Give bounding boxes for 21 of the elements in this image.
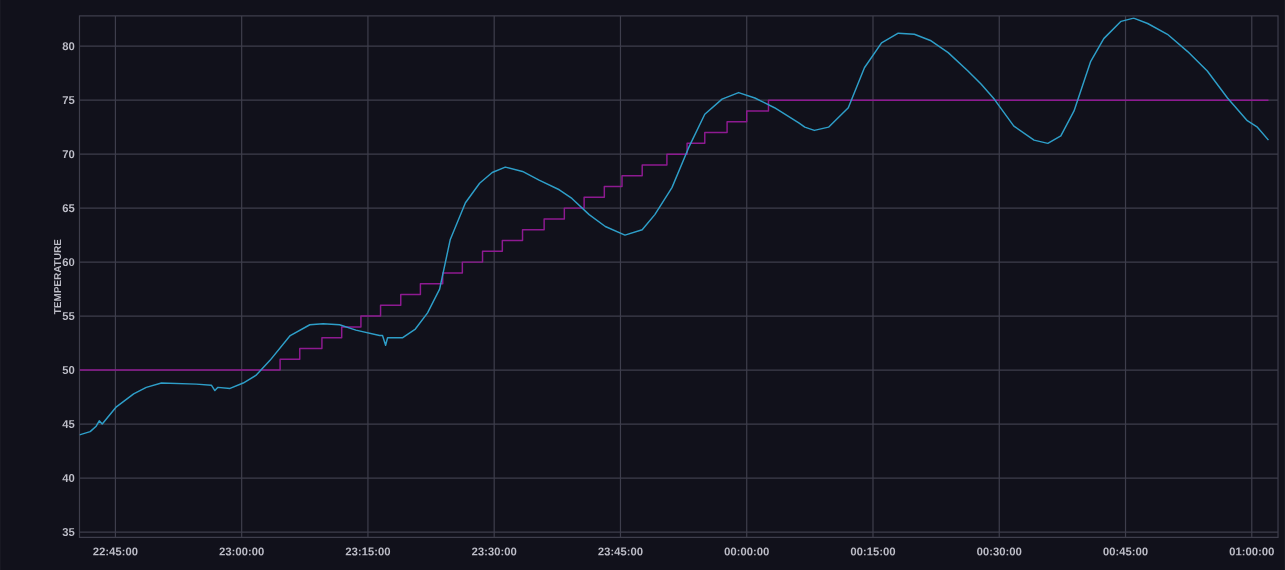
x-tick-label: 00:00:00 [724,547,769,556]
x-tick-label: 00:45:00 [1103,547,1148,556]
y-tick-label: 35 [62,527,75,536]
x-tick-label: 23:30:00 [471,547,517,556]
x-tick-label: 00:30:00 [977,547,1022,556]
y-tick-label: 55 [62,311,75,320]
x-tick-label: 23:15:00 [345,547,391,556]
y-tick-label: 50 [62,365,75,374]
y-tick-label: 75 [62,96,75,104]
x-tick-label: 22:45:00 [93,547,138,556]
x-tick-label: 23:00:00 [219,547,264,556]
y-tick-label: 60 [62,257,75,266]
x-tick-label: 00:15:00 [850,547,896,556]
x-tick-label: 01:00:00 [1229,547,1274,556]
y-tick-label: 40 [62,473,75,482]
y-tick-label: 70 [62,149,75,158]
y-axis-title: TEMPERATURE [54,239,62,314]
y-tick-label: 65 [62,203,75,212]
y-tick-label: 80 [62,42,75,50]
y-tick-label: 45 [62,419,75,428]
x-tick-label: 23:45:00 [598,547,643,556]
